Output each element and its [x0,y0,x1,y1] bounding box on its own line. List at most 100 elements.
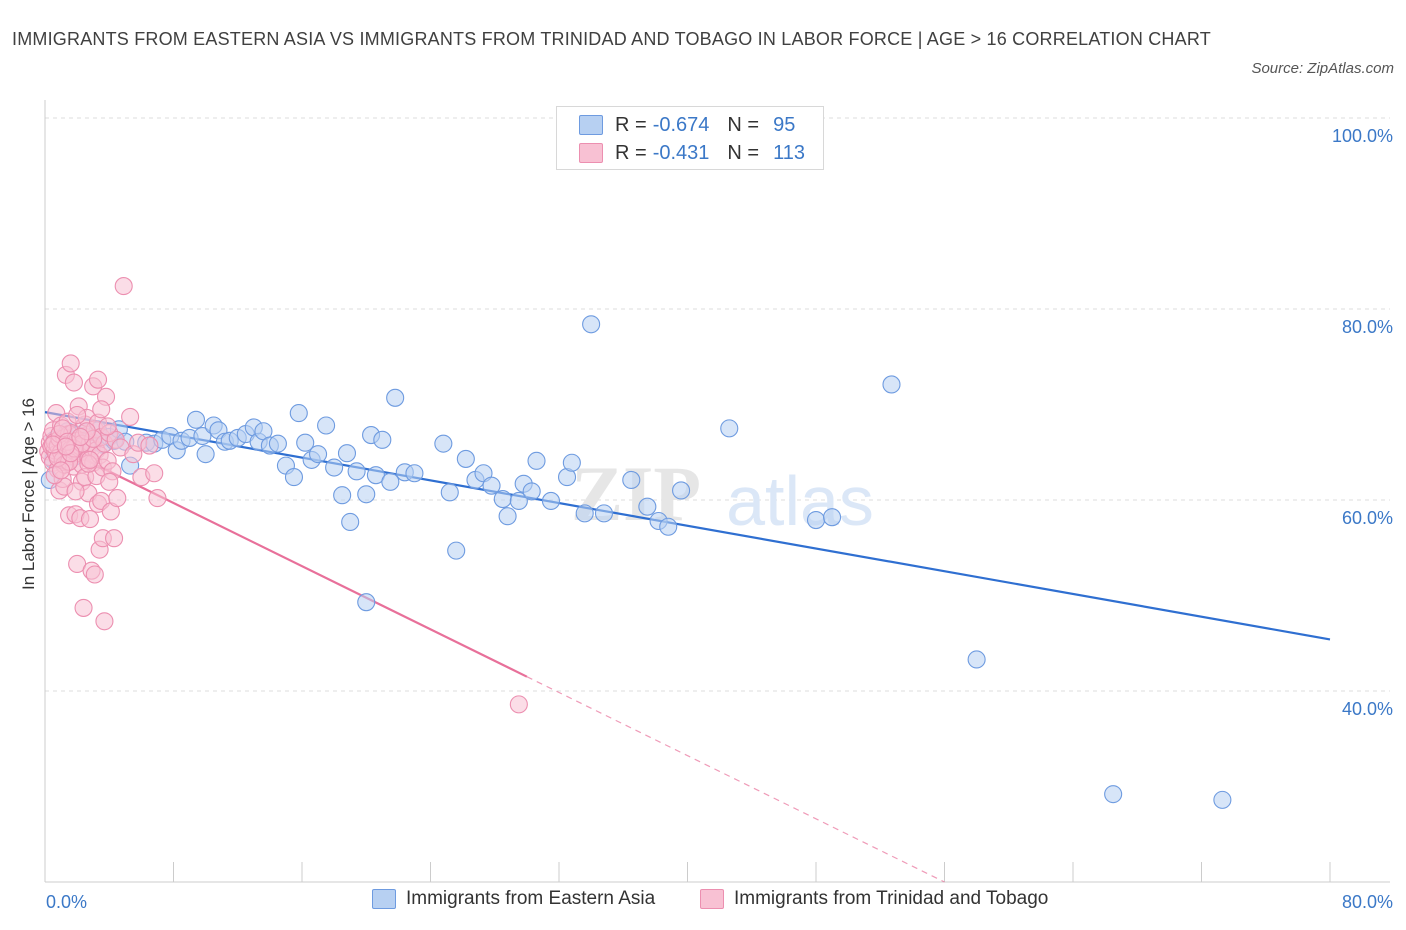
point-eastern-asia [196,445,215,464]
series-legend-trinidad: Immigrants from Trinidad and Tobago [700,888,1048,910]
point-trinidad [56,437,75,456]
point-eastern-asia [333,486,352,505]
point-eastern-asia [498,507,517,526]
y-tick-label: 80.0% [1342,317,1393,337]
legend-n-label: N = [727,113,760,136]
point-eastern-asia [440,483,459,502]
point-eastern-asia [456,449,475,468]
legend-r-value: -0.431 [652,141,710,164]
point-trinidad [64,373,83,392]
point-eastern-asia [296,433,315,452]
series-swatch-pink [700,889,724,909]
point-trinidad [140,436,159,455]
point-trinidad [95,612,114,631]
point-eastern-asia [1213,790,1232,809]
point-eastern-asia [405,464,424,483]
point-eastern-asia [337,444,357,463]
point-eastern-asia [594,504,614,523]
point-eastern-asia [373,430,392,449]
point-eastern-asia [434,434,453,453]
data-points [39,277,1232,809]
trend-line-trinidad-extension [526,676,945,883]
point-trinidad [88,370,108,389]
point-eastern-asia [493,489,512,509]
point-eastern-asia [622,470,641,489]
point-eastern-asia [541,491,561,511]
chart-title: IMMIGRANTS FROM EASTERN ASIA VS IMMIGRAN… [12,29,1211,49]
point-trinidad [74,598,93,617]
point-eastern-asia [284,468,304,487]
legend-row-eastern-asia: R = -0.674 N = 95 [579,113,795,137]
series-legend-eastern-asia: Immigrants from Eastern Asia [372,888,655,910]
legend-swatch-pink [579,143,603,163]
point-eastern-asia [317,416,336,435]
series-name-trinidad: Immigrants from Trinidad and Tobago [734,888,1049,909]
point-trinidad [66,482,85,501]
point-eastern-asia [672,481,691,500]
point-eastern-asia [357,593,376,612]
point-trinidad [61,354,80,373]
axes [44,100,1390,883]
point-trinidad [105,529,124,548]
point-eastern-asia [720,419,739,438]
point-eastern-asia [638,497,657,516]
point-eastern-asia [347,462,366,481]
x-tick-label: 80.0% [1342,892,1393,912]
source-label: Source: ZipAtlas.com [1251,60,1394,77]
point-eastern-asia [357,485,376,504]
point-trinidad [80,450,100,469]
trend-line-trinidad [44,438,528,678]
legend-row-trinidad: R = -0.431 N = 113 [579,141,805,165]
point-trinidad [80,510,100,529]
point-trinidad [85,565,104,584]
point-eastern-asia [381,472,400,491]
watermark-atlas: atlas [726,462,874,540]
point-trinidad [71,427,90,447]
point-trinidad [52,461,71,480]
point-eastern-asia [823,508,842,527]
y-tick-label: 60.0% [1342,508,1393,528]
point-trinidad [114,277,133,296]
x-tick-label: 0.0% [46,892,87,912]
point-eastern-asia [341,512,360,532]
legend-swatch-blue [579,115,603,135]
tick-labels: 100.0% 80.0% 60.0% 40.0% 0.0% 80.0% [46,126,1393,912]
point-eastern-asia [447,541,466,560]
point-trinidad [98,417,117,436]
legend-r-label: R = [615,141,647,164]
series-swatch-blue [372,889,396,909]
y-axis-label: In Labor Force | Age > 16 [19,398,38,590]
series-name-eastern-asia: Immigrants from Eastern Asia [406,888,656,909]
legend-r-value: -0.674 [652,113,710,136]
point-eastern-asia [482,476,501,495]
legend: R = -0.674 N = 95 R = -0.431 N = 113 [556,106,824,170]
point-eastern-asia [309,445,328,464]
point-eastern-asia [522,482,541,501]
point-trinidad [68,405,87,425]
point-eastern-asia [509,491,528,511]
series-legend: Immigrants from Eastern Asia Immigrants … [0,888,1406,916]
point-eastern-asia [325,458,344,477]
point-eastern-asia [882,375,901,394]
point-eastern-asia [186,410,206,429]
point-eastern-asia [659,517,678,536]
legend-n-value: 113 [773,141,805,164]
point-eastern-asia [527,451,546,470]
grid-lines [45,117,1390,692]
point-eastern-asia [967,650,986,669]
watermark: ZIP atlas [571,450,874,540]
point-trinidad [92,400,111,419]
point-eastern-asia [1104,785,1123,804]
point-trinidad [145,464,164,483]
point-eastern-asia [575,504,594,523]
point-eastern-asia [268,434,287,453]
legend-n-label: N = [727,141,760,164]
point-trinidad [148,489,167,508]
point-eastern-asia [806,511,826,530]
point-trinidad [509,695,528,714]
y-tick-label: 40.0% [1342,699,1393,719]
legend-r-label: R = [615,113,647,136]
point-eastern-asia [386,388,405,407]
legend-n-value: 95 [773,113,796,136]
